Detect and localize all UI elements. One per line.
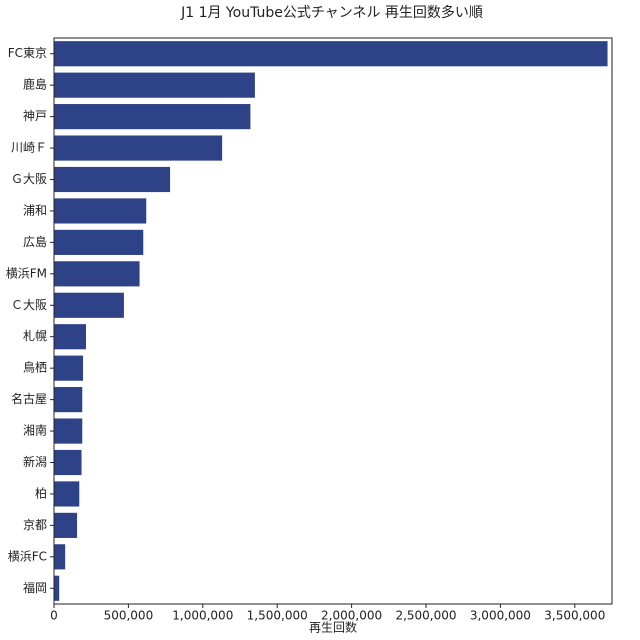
bar [54,261,140,287]
chart-title: J1 1月 YouTube公式チャンネル 再生回数多い順 [180,4,483,21]
y-tick-label: 柏 [35,485,47,500]
bar [54,355,84,381]
x-axis-label: 再生回数 [309,620,357,635]
bar [54,135,223,161]
bar [54,449,82,476]
x-tick-label: 3,500,000 [544,609,605,623]
bar [54,512,78,538]
y-tick-label: Ｇ大阪 [11,172,47,186]
bar [54,292,124,318]
y-tick-label: 新潟 [23,454,47,469]
bar [54,41,608,67]
y-tick-label: 名古屋 [11,391,47,406]
bar [54,575,60,601]
y-tick-label: 福岡 [23,580,47,595]
y-tick-label: 浦和 [23,203,47,217]
bar [54,198,147,224]
y-tick-label: 神戸 [23,109,47,123]
bar [54,104,251,130]
x-tick-label: 500,000 [104,609,154,623]
y-tick-label: 鳥栖 [23,360,47,375]
x-tick-label: 0 [50,609,58,623]
y-tick-label: 湘南 [23,423,47,438]
y-tick-label: Ｃ大阪 [11,298,47,312]
x-tick-label: 1,000,000 [172,609,233,623]
y-tick-label: 鹿島 [23,77,47,92]
bar [54,544,66,570]
y-tick-label: 横浜FM [6,266,47,280]
y-tick-label: 札幌 [23,328,47,343]
bar [54,387,83,413]
y-tick-label: 広島 [23,234,47,249]
bar [54,72,255,98]
plot-frame [53,37,613,605]
y-tick-label: 川崎Ｆ [11,141,47,155]
bar [54,418,83,444]
bar [54,166,171,193]
x-tick-label: 2,000,000 [321,609,382,623]
bar [54,324,86,350]
x-tick-label: 3,000,000 [470,609,531,623]
y-tick-label: 京都 [23,518,47,532]
y-tick-label: 横浜FC [8,549,47,563]
bar [54,481,80,507]
x-tick-label: 2,500,000 [395,609,456,623]
bar [54,229,144,255]
x-tick-label: 1,500,000 [247,609,308,623]
y-tick-label: FC東京 [8,46,47,60]
